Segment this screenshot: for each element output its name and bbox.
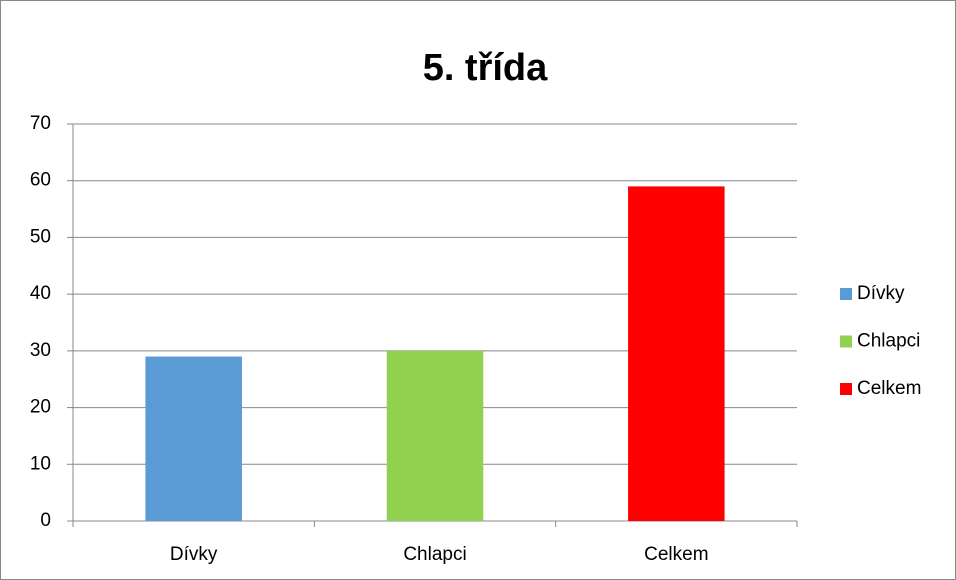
legend-label: Celkem xyxy=(857,378,921,399)
bar xyxy=(145,356,242,521)
chart-title: 5. třída xyxy=(423,47,548,89)
x-tick-label: Dívky xyxy=(170,544,218,565)
legend-swatch xyxy=(840,288,852,300)
y-tick-label: 20 xyxy=(30,397,51,418)
y-tick-label: 30 xyxy=(30,340,51,361)
x-tick-label: Chlapci xyxy=(403,544,466,565)
y-tick-label: 0 xyxy=(40,510,51,531)
y-tick-label: 70 xyxy=(30,113,51,134)
x-tick-label: Celkem xyxy=(644,544,708,565)
y-tick-label: 50 xyxy=(30,226,51,247)
y-tick-label: 60 xyxy=(30,170,51,191)
legend-label: Dívky xyxy=(857,283,905,304)
y-tick-label: 40 xyxy=(30,283,51,304)
bar xyxy=(386,350,484,521)
legend-swatch xyxy=(840,335,852,348)
bar xyxy=(628,186,725,521)
legend-swatch xyxy=(840,383,852,395)
legend-label: Chlapci xyxy=(857,331,920,352)
y-tick-label: 10 xyxy=(30,453,51,474)
